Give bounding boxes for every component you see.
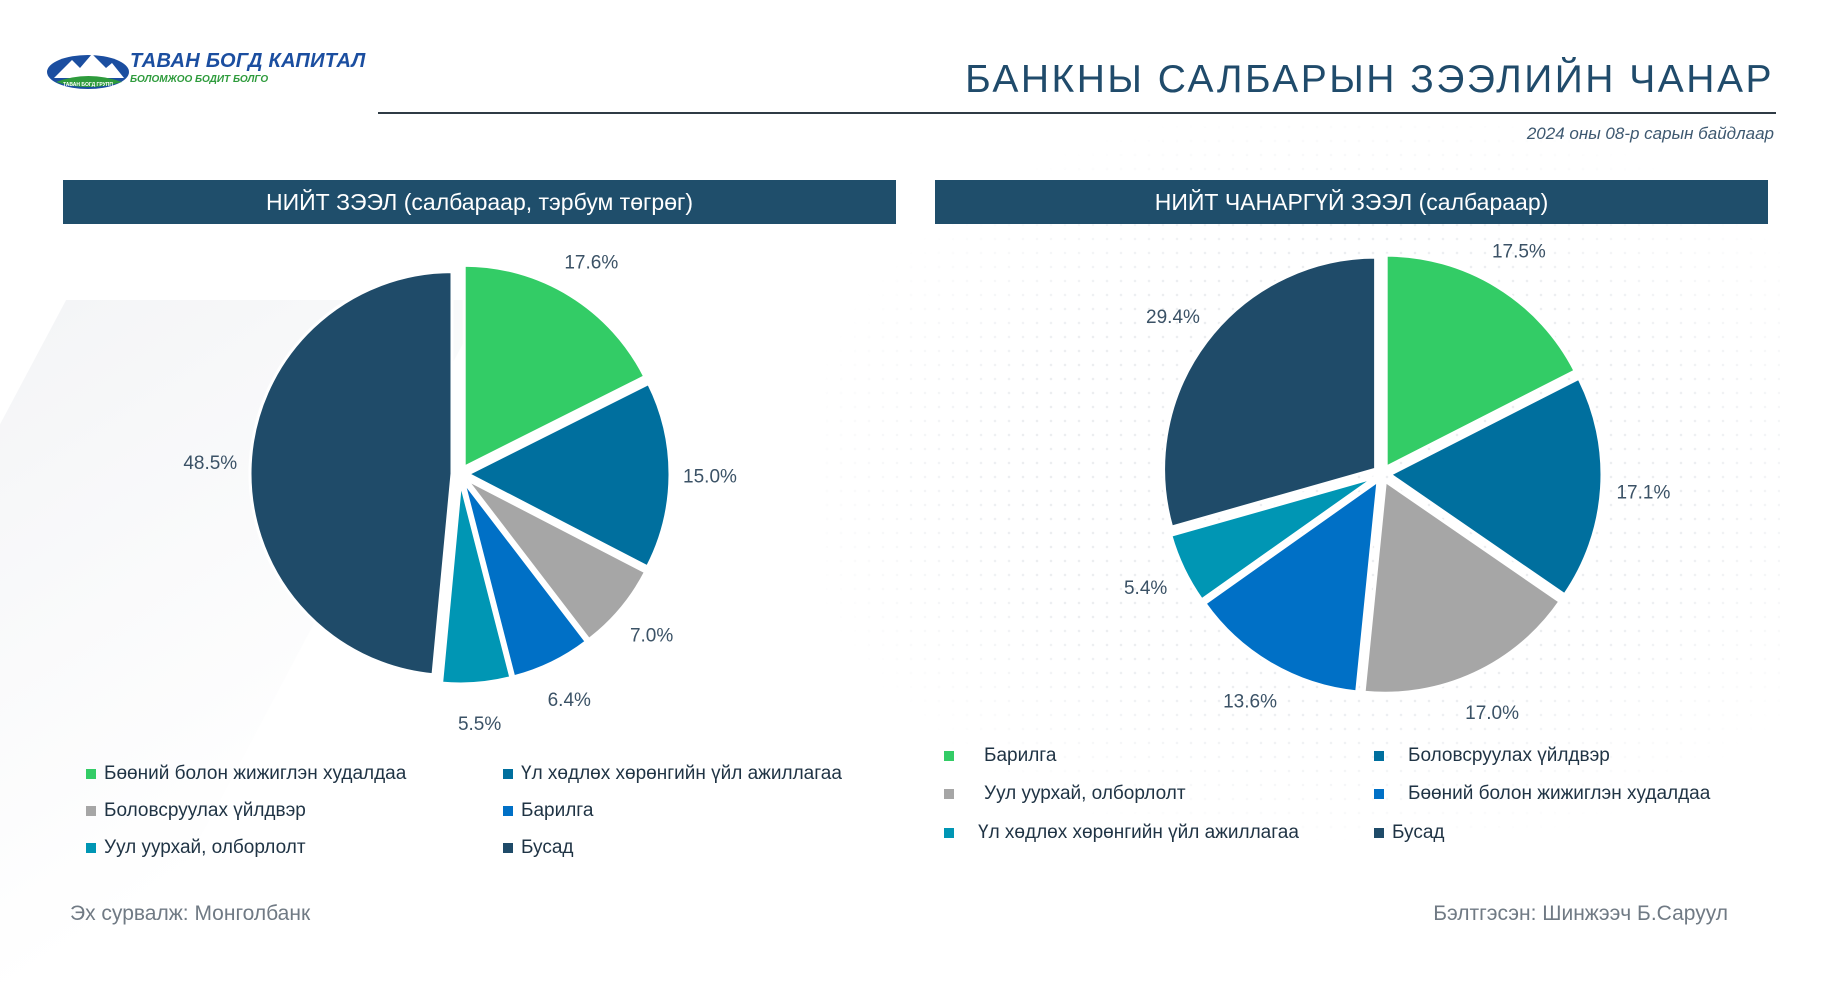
legend-swatch (503, 843, 513, 853)
legend-item: Уул уурхай, олборлолт (944, 783, 1186, 805)
slice-data-label: 29.4% (1146, 307, 1200, 328)
legend-item: Бөөний болон жижиглэн худалдаа (1374, 783, 1710, 805)
company-logo: ТАВАН БОГД ГРУПП ТАВАН БОГД КАПИТАЛ БОЛО… (46, 48, 365, 90)
legend-swatch (86, 806, 96, 816)
legend-swatch (503, 769, 513, 779)
slice-data-label: 7.0% (630, 626, 673, 647)
slice-data-label: 17.1% (1616, 482, 1670, 503)
slice-data-label: 5.5% (458, 714, 501, 735)
slice-data-label: 13.6% (1223, 691, 1277, 712)
legend-swatch (1374, 751, 1384, 761)
logo-badge-text: ТАВАН БОГД ГРУПП (63, 82, 113, 88)
slice-data-label: 6.4% (548, 690, 591, 711)
slice-data-label: 48.5% (183, 453, 237, 474)
legend-item: Уул уурхай, олборлолт (86, 837, 306, 859)
legend-swatch (86, 843, 96, 853)
title-divider (378, 112, 1776, 114)
slice-data-label: 15.0% (683, 467, 737, 488)
legend-item: Үл хөдлөх хөрөнгийн үйл ажиллагаа (503, 763, 842, 785)
pie-slice (1387, 376, 1604, 597)
legend-swatch (503, 806, 513, 816)
legend-label: Бөөний болон жижиглэн худалдаа (104, 763, 407, 784)
legend-swatch (1374, 828, 1384, 838)
legend-label: Бусад (521, 837, 574, 858)
legend-label: Боловсруулах үйлдвэр (1408, 745, 1610, 766)
pie-slice (1362, 478, 1563, 695)
slice-data-label: 17.6% (564, 252, 618, 273)
pie-slice (464, 381, 672, 569)
legend-swatch (944, 789, 954, 799)
pie-slice (464, 477, 648, 642)
legend-item: Үл хөдлөх хөрөнгийн үйл ажиллагаа (944, 822, 1299, 844)
legend-label: Уул уурхай, олборлолт (104, 837, 306, 858)
slice-data-label: 5.4% (1124, 578, 1167, 599)
legend-item: Боловсруулах үйлдвэр (86, 800, 306, 822)
chart-title-total-loans: НИЙТ ЗЭЭЛ (салбараар, тэрбум төгрөг) (63, 180, 896, 224)
pie-charts: 17.6% 15.0% 7.0% 6.4% 5.5% 48.5% 17.5% 17.1% 17.… (183, 242, 1670, 736)
pie-slice (1168, 476, 1376, 602)
legend-label: Барилга (521, 800, 594, 821)
legend-label: Барилга (984, 745, 1057, 766)
pie-slice (439, 481, 513, 686)
legend-swatch (1374, 789, 1384, 799)
legend-label: Бусад (1392, 822, 1445, 843)
slice-data-label: 17.5% (1492, 242, 1546, 263)
prepared-by-note: Бэлтгэсэн: Шинжээч Б.Саруул (1433, 902, 1728, 925)
legend-label: Уул уурхай, олборлолт (984, 783, 1186, 804)
legend-label: Боловсруулах үйлдвэр (104, 800, 306, 821)
legend-item: Барилга (944, 745, 1056, 767)
legend-swatch (944, 751, 954, 761)
pie-slice (1384, 253, 1578, 470)
page-title: БАНКНЫ САЛБАРЫН ЗЭЭЛИЙН ЧАНАР (965, 58, 1774, 101)
chart-title-npl: НИЙТ ЧАНАРГҮЙ ЗЭЭЛ (салбараар) (935, 180, 1768, 224)
legend-label: Бөөний болон жижиглэн худалдаа (1408, 783, 1711, 804)
logo-name: ТАВАН БОГД КАПИТАЛ (130, 50, 366, 72)
legend-item: Бусад (503, 837, 574, 859)
legend-item: Бусад (1374, 822, 1445, 844)
legend-label: Үл хөдлөх хөрөнгийн үйл ажиллагаа (978, 822, 1299, 843)
mountain-logo-icon: ТАВАН БОГД ГРУПП (47, 54, 129, 89)
pie-slice (462, 480, 589, 679)
logo-tagline: БОЛОМЖОО БОДИТ БОЛГО (130, 74, 269, 85)
legend-item: Бөөний болон жижиглэн худалдаа (86, 763, 406, 785)
pie-slice (1162, 255, 1378, 529)
pie-slice (462, 263, 647, 470)
date-note: 2024 оны 08-р сарын байдлаар (1526, 124, 1774, 143)
legend-label: Үл хөдлөх хөрөнгийн үйл ажиллагаа (521, 763, 842, 784)
legend-swatch (944, 828, 954, 838)
legend-item: Боловсруулах үйлдвэр (1374, 745, 1610, 767)
slice-data-label: 17.0% (1465, 703, 1519, 724)
pie-slice (248, 270, 454, 677)
pie-slice (1202, 477, 1380, 694)
legend-item: Барилга (503, 800, 593, 822)
source-note: Эх сурвалж: Монголбанк (70, 902, 311, 925)
legend-swatch (86, 769, 96, 779)
